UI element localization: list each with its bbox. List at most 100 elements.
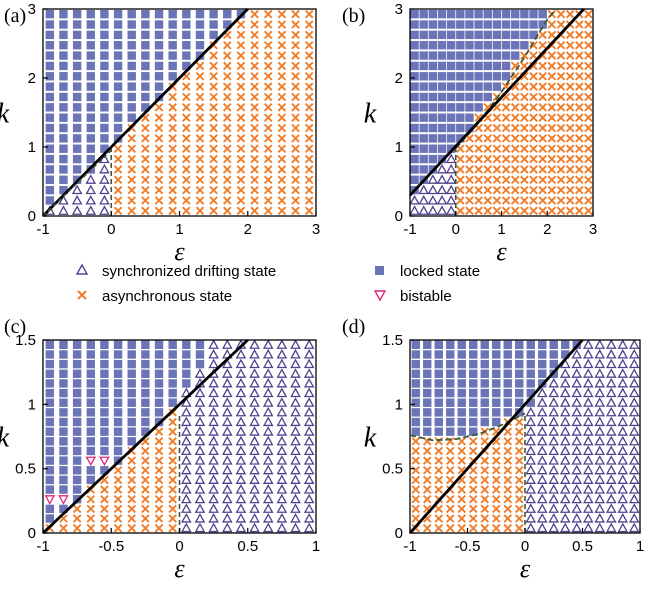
locked-marker (45, 369, 55, 378)
locked-marker (515, 359, 524, 369)
x-tick-label: 0 (175, 538, 183, 555)
async-marker (250, 30, 259, 40)
locked-marker (503, 359, 512, 369)
locked-marker (195, 30, 205, 40)
locked-marker (100, 51, 109, 60)
locked-marker (423, 388, 432, 398)
locked-marker (72, 82, 82, 91)
sync-marker (181, 416, 192, 427)
async-marker (277, 20, 287, 29)
async-marker (501, 185, 511, 195)
sync-marker (181, 512, 192, 523)
sync-marker (303, 426, 315, 436)
locked-marker (483, 30, 492, 40)
async-marker (456, 185, 465, 195)
async-marker (556, 165, 566, 174)
async-marker (209, 165, 218, 174)
async-marker (304, 61, 314, 71)
y-tick-label: 1.5 (15, 332, 36, 349)
locked-marker (515, 398, 524, 407)
locked-marker (195, 359, 205, 369)
async-marker (263, 185, 273, 195)
locked-marker (480, 340, 489, 350)
locked-marker (437, 92, 447, 102)
sync-marker (617, 522, 629, 533)
async-marker (127, 154, 136, 164)
async-marker (223, 92, 232, 102)
sync-marker (235, 368, 247, 378)
async-marker (514, 504, 524, 514)
sync-marker (290, 503, 301, 513)
async-marker (154, 466, 164, 475)
locked-marker (483, 9, 492, 19)
sync-marker (559, 512, 571, 523)
sync-marker (628, 348, 640, 359)
locked-marker (59, 427, 68, 436)
locked-marker (86, 417, 95, 427)
locked-marker (526, 398, 535, 407)
locked-marker (86, 92, 95, 102)
async-marker (483, 206, 493, 216)
async-marker (520, 134, 529, 143)
locked-marker (526, 379, 535, 388)
locked-marker (457, 359, 466, 369)
sync-marker (571, 348, 583, 359)
sync-marker (235, 493, 247, 504)
async-marker (223, 185, 232, 195)
locked-marker (446, 144, 456, 153)
locked-marker (86, 20, 95, 29)
async-marker (547, 61, 557, 71)
async-marker (556, 9, 566, 19)
async-marker (520, 165, 529, 174)
async-marker (456, 206, 465, 216)
async-marker (529, 206, 538, 216)
async-marker (154, 123, 164, 133)
sync-marker (605, 416, 617, 427)
plot-frame (409, 8, 594, 217)
locked-marker (456, 92, 465, 102)
locked-marker (127, 379, 136, 388)
locked-marker (127, 427, 136, 436)
locked-marker (195, 9, 205, 19)
async-marker (491, 514, 501, 523)
async-marker (480, 475, 490, 485)
async-marker (154, 206, 164, 216)
locked-marker (154, 340, 164, 350)
async-marker (223, 40, 232, 50)
locked-marker (113, 388, 123, 398)
async-marker (468, 523, 478, 533)
sync-marker (221, 493, 233, 504)
locked-marker (59, 388, 68, 398)
locked-marker (511, 51, 520, 60)
sync-marker (262, 435, 274, 446)
locked-marker (127, 9, 136, 19)
async-marker (236, 30, 246, 40)
async-marker (491, 523, 501, 533)
locked-marker (437, 72, 447, 81)
async-marker (529, 113, 538, 122)
async-marker (434, 523, 444, 533)
sync-marker (617, 455, 629, 465)
x-tick-label: -1 (403, 538, 416, 555)
sync-marker (582, 512, 594, 523)
locked-marker (100, 466, 109, 475)
locked-marker (469, 408, 478, 417)
async-marker (457, 485, 467, 494)
sync-marker (559, 484, 571, 494)
async-marker (250, 196, 259, 205)
async-marker (456, 196, 465, 205)
locked-marker (59, 350, 68, 359)
sync-marker (85, 174, 97, 184)
async-marker (127, 144, 136, 153)
async-marker (480, 485, 490, 494)
async-marker (182, 196, 191, 205)
sync-marker (571, 368, 583, 378)
async-marker (304, 113, 314, 122)
legend-label-bistable: bistable (400, 288, 452, 305)
async-marker (154, 456, 164, 465)
async-marker (154, 437, 164, 446)
y-tick-label: 2 (395, 70, 403, 87)
async-marker (529, 82, 538, 91)
async-marker (113, 185, 123, 195)
sync-marker (262, 503, 274, 513)
